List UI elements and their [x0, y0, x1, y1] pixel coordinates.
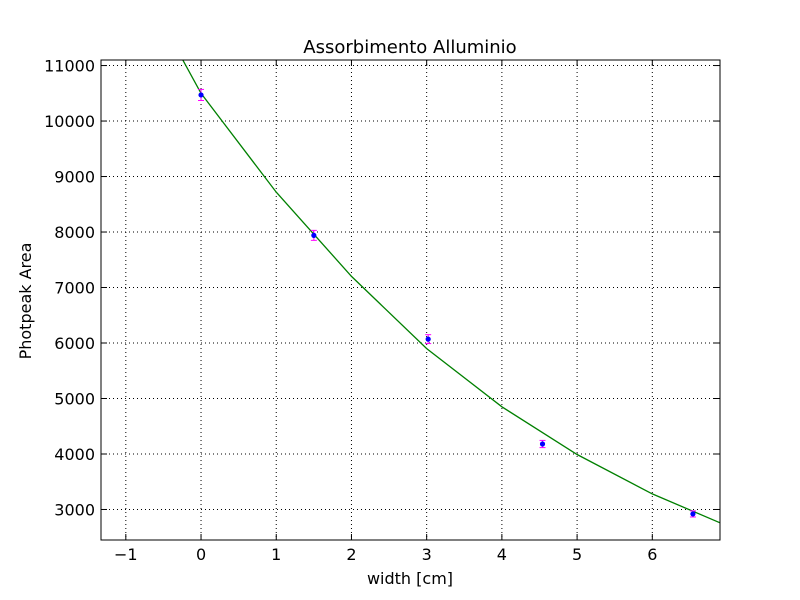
y-tick-label: 7000 [54, 279, 95, 298]
y-tick-label: 8000 [54, 223, 95, 242]
y-tick-label: 9000 [54, 168, 95, 187]
grid-layer [101, 60, 720, 540]
ticks-layer: −1 0 1 2 3 4 5 6 3000 4000 5000 6000 7000 8000 9000 100… [44, 57, 720, 564]
x-tick-label: 6 [647, 545, 657, 564]
x-tick-label: 3 [422, 545, 432, 564]
y-tick-label: 3000 [54, 500, 95, 519]
fit-curve-layer [182, 60, 720, 524]
x-tick-label: 0 [196, 545, 206, 564]
x-tick-label: −1 [114, 545, 138, 564]
y-tick-label: 5000 [54, 389, 95, 408]
data-point [198, 92, 204, 98]
data-points-layer [198, 88, 696, 518]
y-tick-label: 4000 [54, 445, 95, 464]
x-tick-label: 1 [271, 545, 281, 564]
x-axis-label: width [cm] [367, 569, 453, 588]
x-tick-label: 2 [346, 545, 356, 564]
data-point [539, 441, 546, 447]
plot-frame [100, 59, 721, 541]
x-tick-label: 4 [497, 545, 507, 564]
data-point [311, 232, 317, 238]
fit-curve [182, 60, 720, 524]
x-tick-label: 5 [572, 545, 582, 564]
data-point [690, 511, 696, 517]
data-point [425, 336, 431, 342]
y-tick-label: 10000 [44, 112, 95, 131]
y-tick-label: 6000 [54, 334, 95, 353]
chart-title: Assorbimento Alluminio [303, 37, 516, 58]
y-axis-label: Photpeak Area [16, 243, 35, 360]
y-tick-label: 11000 [44, 57, 95, 76]
